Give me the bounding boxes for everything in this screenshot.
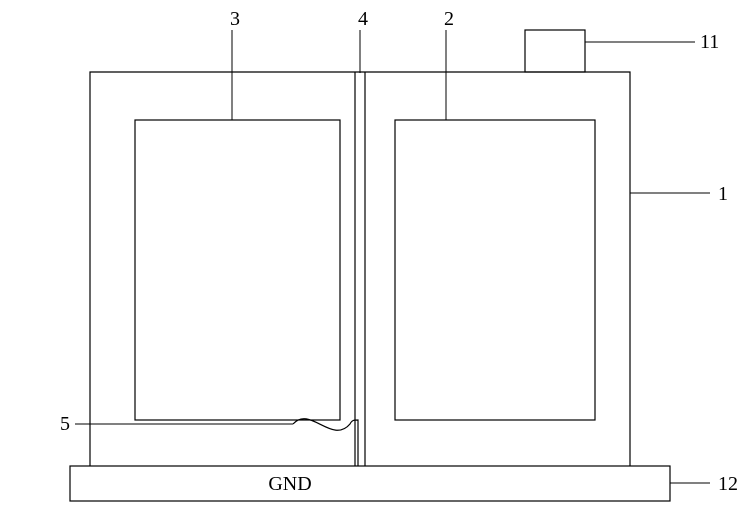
callout-label-c2: 2 bbox=[444, 8, 454, 30]
top-terminal-block bbox=[525, 30, 585, 72]
ground-label: GND bbox=[268, 473, 311, 495]
callout-label-c4: 4 bbox=[358, 8, 368, 30]
callout-label-c5: 5 bbox=[60, 413, 70, 435]
schematic-diagram: 123451112GND bbox=[0, 0, 753, 518]
inner-right-block bbox=[395, 120, 595, 420]
lead-wire-curve bbox=[293, 419, 358, 466]
callout-label-c12: 12 bbox=[718, 473, 738, 495]
callout-label-c3: 3 bbox=[230, 8, 240, 30]
callout-label-c11: 11 bbox=[700, 31, 719, 53]
ground-bar bbox=[70, 466, 670, 501]
outer-body bbox=[90, 72, 630, 466]
inner-left-block bbox=[135, 120, 340, 420]
callout-label-c1: 1 bbox=[718, 183, 728, 205]
